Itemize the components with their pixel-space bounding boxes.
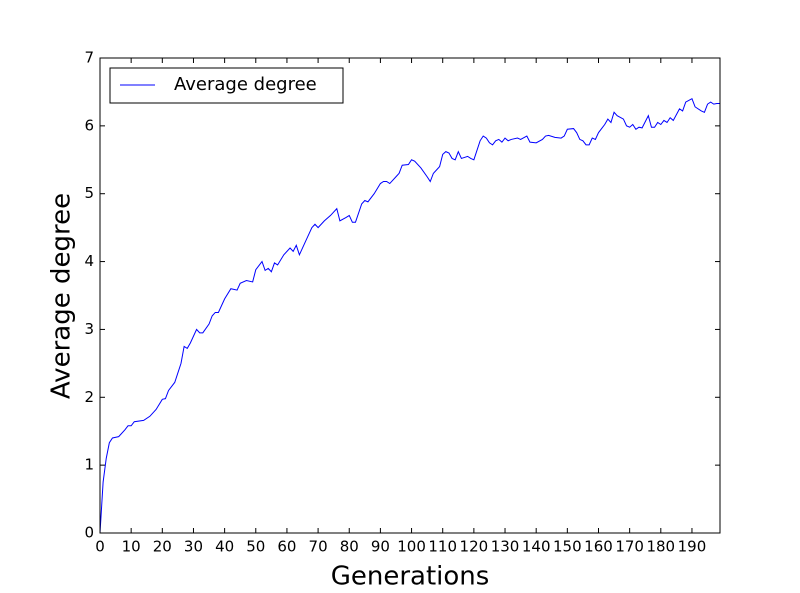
x-tick-label: 0 [95,538,105,556]
y-tick-label: 2 [84,388,94,406]
x-tick-label: 160 [584,538,613,556]
y-tick-label: 7 [84,49,94,67]
y-tick-label: 4 [84,252,94,270]
data-line [99,98,720,534]
x-tick-label: 130 [491,538,520,556]
x-tick-label: 40 [215,538,234,556]
x-tick-label: 150 [553,538,582,556]
x-tick-label: 20 [153,538,172,556]
x-tick-label: 70 [309,538,328,556]
x-tick-label: 80 [340,538,359,556]
y-tick-label: 5 [84,184,94,202]
y-tick-label: 3 [84,320,94,338]
x-tick-label: 50 [246,538,265,556]
x-tick-label: 110 [428,538,457,556]
legend-label: Average degree [174,74,317,95]
x-tick-label: 10 [122,538,141,556]
x-tick-label: 170 [615,538,644,556]
y-tick-label: 6 [84,116,94,134]
x-tick-label: 60 [277,538,296,556]
x-tick-label: 140 [522,538,551,556]
y-axis-label: Average degree [47,193,77,399]
x-tick-label: 190 [678,538,707,556]
x-axis-label: Generations [331,562,490,592]
x-tick-label: 90 [371,538,390,556]
x-tick-label: 30 [184,538,203,556]
y-tick-label: 1 [84,456,94,474]
y-tick-label: 0 [84,524,94,542]
x-tick-label: 180 [646,538,675,556]
x-tick-label: 100 [397,538,426,556]
plot-frame [99,57,721,534]
x-tick-label: 120 [460,538,489,556]
